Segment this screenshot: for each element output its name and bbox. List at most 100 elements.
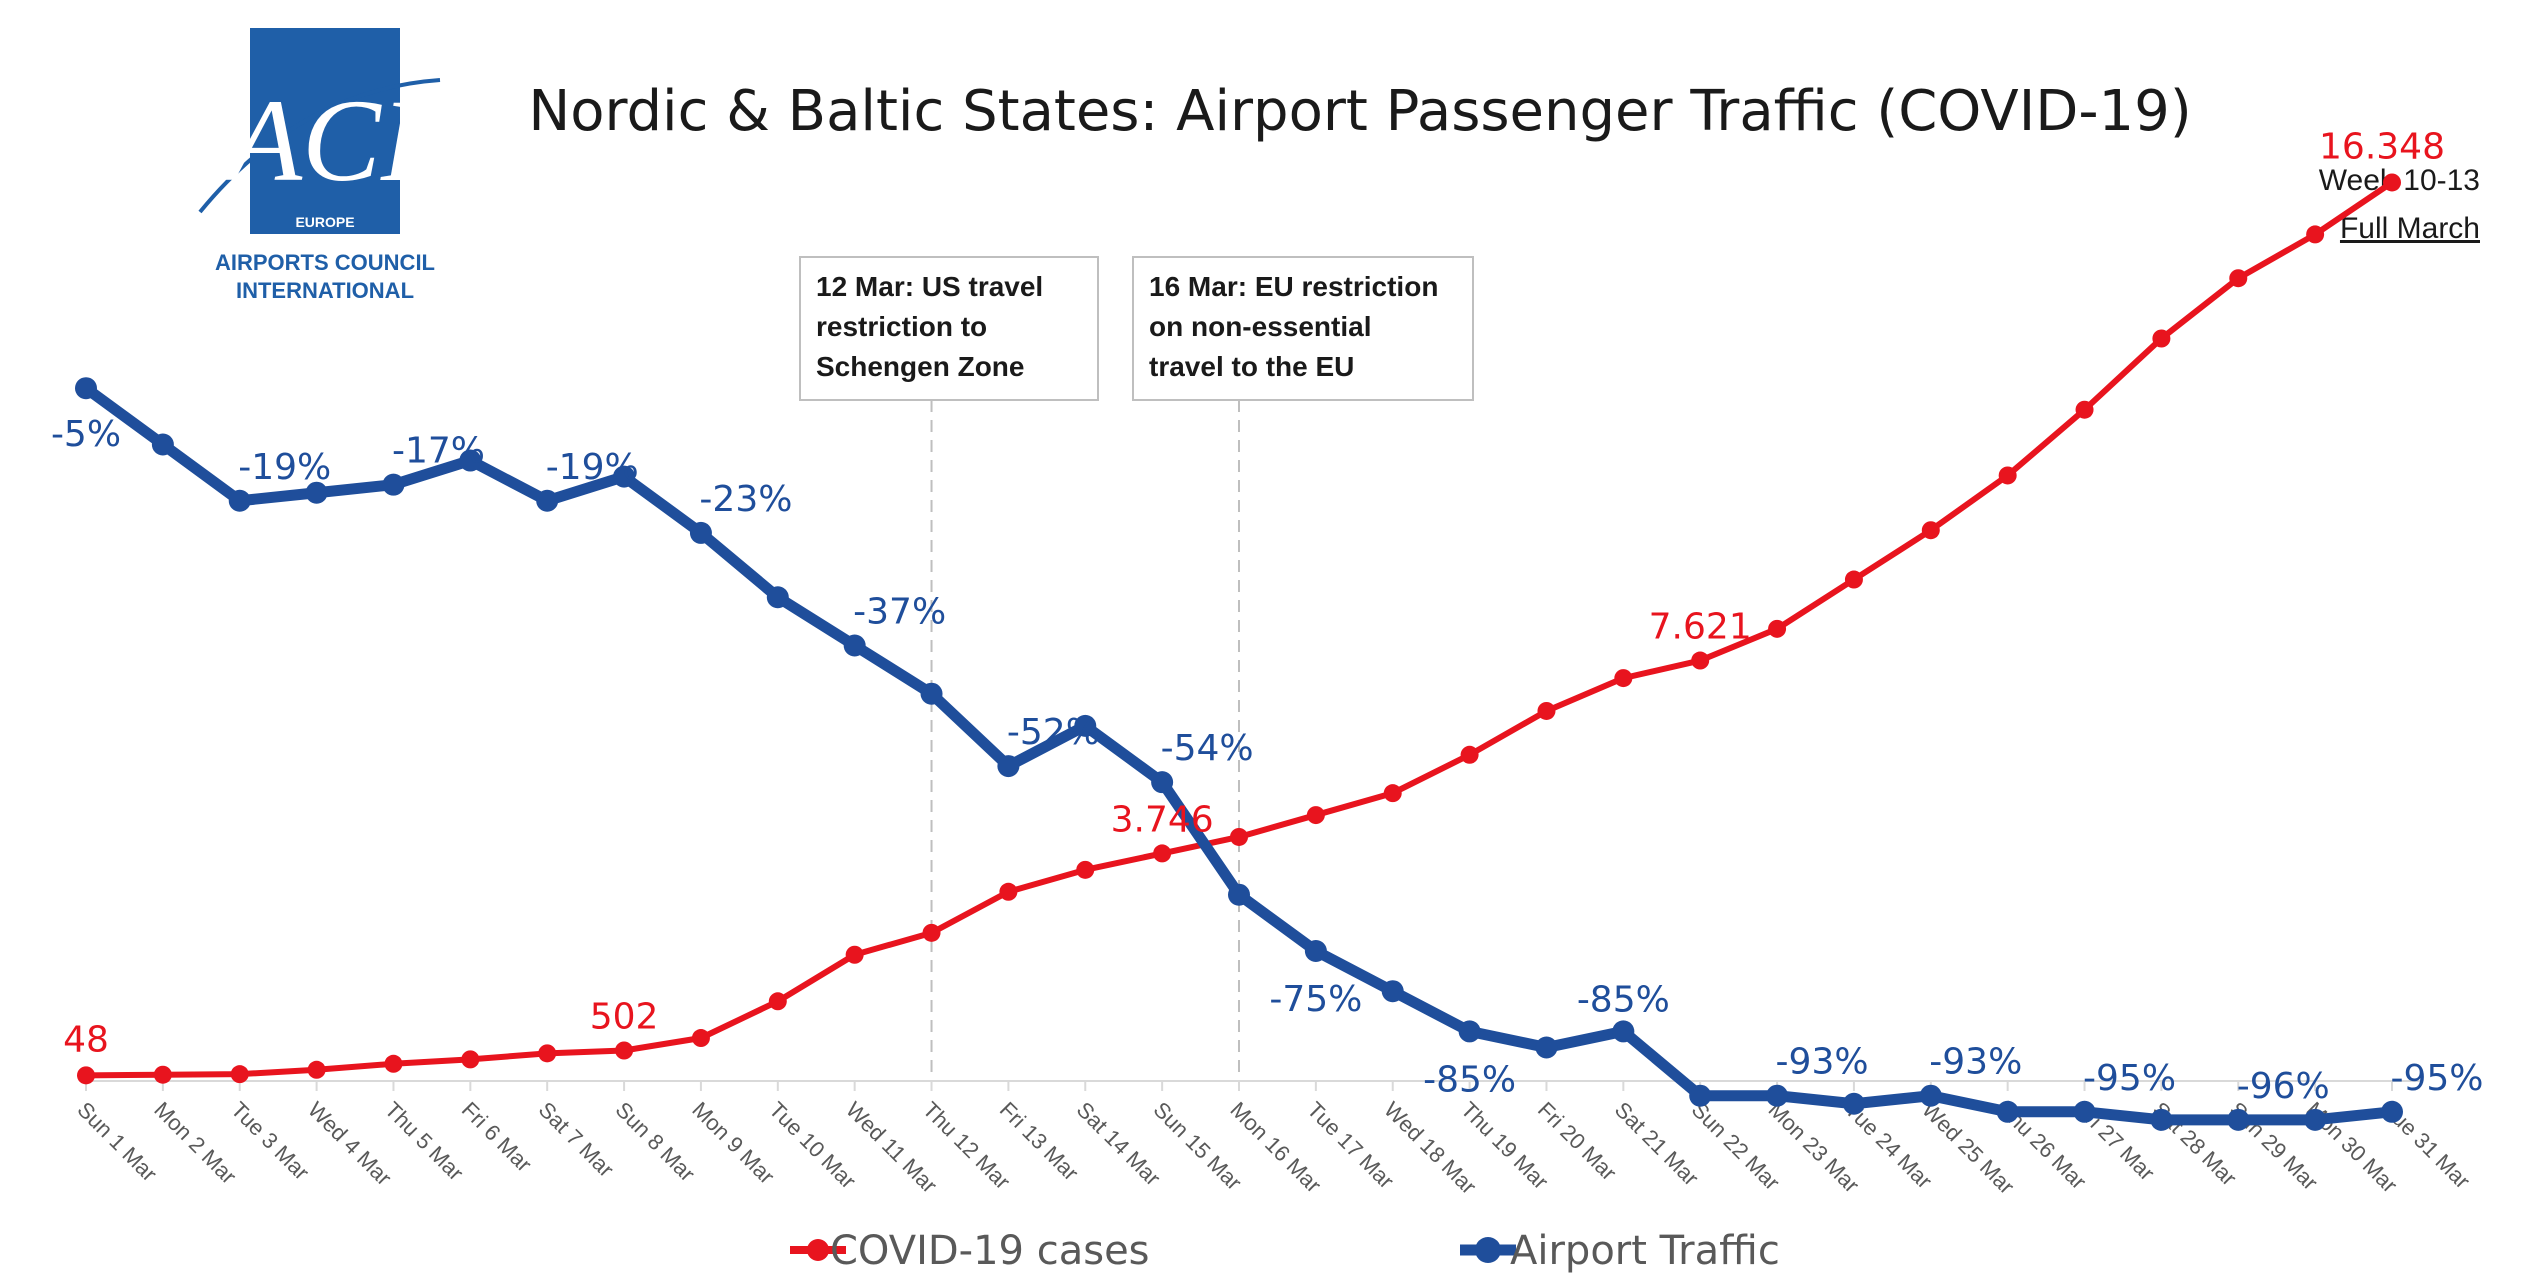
chart-title: Nordic & Baltic States: Airport Passenge… [528, 79, 2191, 144]
legend: COVID-19 cases Airport Traffic [790, 1228, 1780, 1274]
traffic-data-label: -85% [1423, 1059, 1516, 1100]
traffic-point [1612, 1020, 1635, 1043]
cases-point [2306, 225, 2325, 244]
traffic-data-label: -17% [392, 431, 485, 472]
traffic-point [1304, 940, 1327, 962]
cases-point [461, 1050, 480, 1069]
subtitle-period: Full March [2340, 212, 2480, 245]
traffic-point [613, 465, 636, 488]
traffic-point [1151, 771, 1174, 794]
cases-point [615, 1041, 634, 1060]
traffic-point [1919, 1084, 1942, 1107]
traffic-point [689, 521, 712, 544]
cases-data-label: 16.348 [2319, 126, 2445, 167]
cases-point [768, 992, 787, 1011]
legend-cases-label: COVID-19 cases [830, 1228, 1150, 1274]
annotation-eu-restriction: 16 Mar: EU restriction on non-essential … [1132, 256, 1474, 401]
traffic-point [151, 433, 174, 456]
annotation-line: Schengen Zone [816, 351, 1024, 382]
series-covid-cases [77, 173, 2401, 1085]
x-tick-label: Sun 1 Mar [72, 1097, 161, 1186]
cases-point [1153, 844, 1172, 863]
x-tick-label: Sun 8 Mar [611, 1097, 700, 1186]
cases-point [1768, 619, 1787, 638]
cases-point [922, 923, 941, 942]
traffic-data-label: -95% [2083, 1058, 2176, 1099]
cases-point [153, 1065, 172, 1084]
legend-cases-marker [807, 1239, 829, 1261]
cases-point [1230, 827, 1248, 846]
legend-traffic-label: Airport Traffic [1510, 1228, 1780, 1274]
traffic-point [1689, 1084, 1712, 1107]
logo-mark: ACI [223, 75, 425, 206]
traffic-point [536, 489, 559, 512]
traffic-point [920, 682, 943, 705]
traffic-point [305, 481, 328, 504]
logo-square [250, 28, 400, 234]
traffic-point [75, 377, 97, 400]
traffic-point [2381, 1100, 2403, 1123]
logo-line1: AIRPORTS COUNCIL [215, 250, 435, 275]
traffic-point [1996, 1100, 2019, 1123]
cases-point [1076, 860, 1095, 879]
series-airport-traffic [75, 377, 2403, 1131]
annotation-box [1132, 256, 1474, 401]
cases-point [2152, 329, 2171, 348]
cases-point [1921, 521, 1940, 540]
traffic-point [1381, 980, 1404, 1003]
cases-point [307, 1060, 326, 1079]
traffic-data-label: -19% [546, 447, 639, 488]
traffic-data-label: -54% [1161, 728, 1254, 769]
cases-point [1306, 806, 1325, 825]
traffic-point [766, 586, 789, 609]
cases-point [2229, 269, 2248, 288]
cases-point [230, 1065, 249, 1084]
x-tick-label: Mon 2 Mar [149, 1097, 241, 1189]
cases-point [1844, 570, 1863, 589]
cases-data-label: 48 [63, 1019, 109, 1060]
traffic-point [228, 489, 251, 512]
traffic-point [2150, 1108, 2173, 1131]
traffic-data-label: -96% [2237, 1066, 2330, 1107]
traffic-data-label: -19% [238, 447, 331, 488]
traffic-point [382, 473, 405, 496]
cases-point [1537, 701, 1556, 720]
traffic-point [2227, 1108, 2250, 1131]
cases-point [1383, 784, 1402, 803]
traffic-point [1842, 1092, 1865, 1115]
traffic-point [2073, 1100, 2096, 1123]
traffic-data-label: -37% [853, 591, 946, 632]
cases-point [1460, 745, 1479, 764]
traffic-data-label: -85% [1577, 979, 1670, 1020]
annotation-us-restriction: 12 Mar: US travel restriction to Schenge… [799, 256, 1099, 401]
cases-data-label: 502 [590, 997, 659, 1038]
cases-point [691, 1029, 710, 1048]
legend-traffic-marker [1475, 1237, 1501, 1263]
logo-region: EUROPE [295, 214, 354, 230]
traffic-point [1535, 1036, 1558, 1059]
logo-line2: INTERNATIONAL [236, 278, 414, 303]
logo-swoosh-icon [198, 78, 441, 214]
annotation-line: restriction to [816, 311, 987, 342]
annotation-guides [930, 400, 1240, 1081]
traffic-data-label: -5% [51, 414, 121, 455]
traffic-point [997, 755, 1020, 778]
cases-data-label: 7.621 [1649, 607, 1752, 648]
traffic-data-label: -75% [1269, 979, 1362, 1020]
x-tick-label: Sat 7 Mar [534, 1097, 619, 1182]
traffic-point [1766, 1084, 1789, 1107]
annotation-box [799, 256, 1099, 401]
annotation-line: 16 Mar: EU restriction [1149, 271, 1438, 302]
cases-point [845, 945, 864, 964]
cases-point [538, 1044, 557, 1063]
cases-data-label: 3.746 [1111, 799, 1214, 840]
cases-point [1691, 651, 1710, 670]
cases-point [77, 1066, 95, 1085]
data-labels: 48 502 3.746 7.621 16.348 -5% -19% -17% -19% -23%… [51, 126, 2484, 1106]
traffic-data-label: -52% [1007, 712, 1100, 753]
aci-logo: ACI EUROPE AIRPORTS COUNCIL INTERNATIONA… [198, 28, 441, 303]
cases-point [2075, 400, 2094, 419]
traffic-point [459, 449, 482, 472]
annotation-line: on non-essential [1149, 311, 1371, 342]
